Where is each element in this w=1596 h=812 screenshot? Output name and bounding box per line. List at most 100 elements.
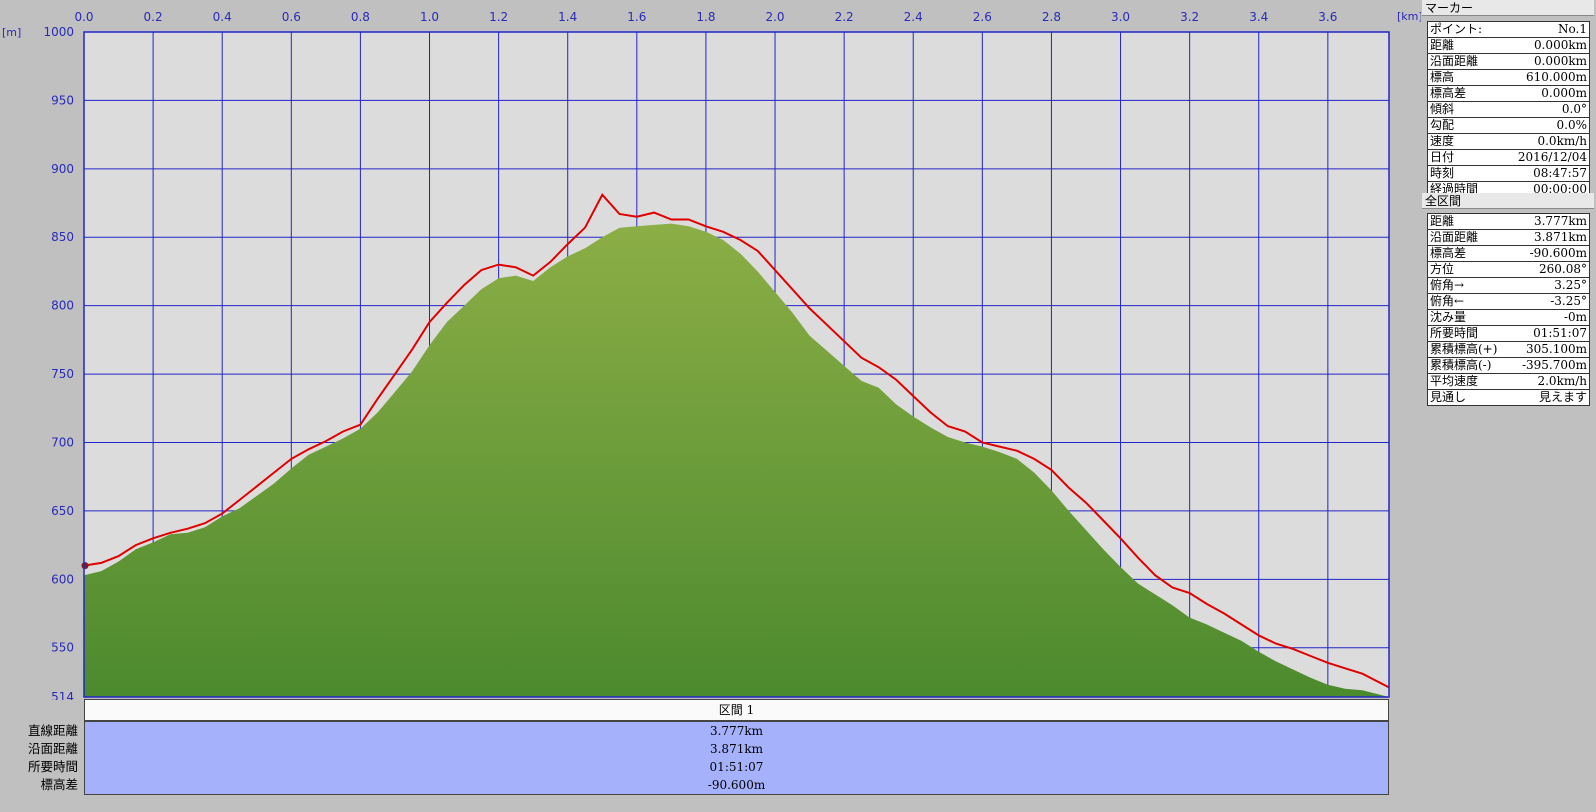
y-tick-label: 800 <box>51 299 74 313</box>
x-tick-label: 1.6 <box>627 10 646 24</box>
panel-key: 方位 <box>1430 262 1455 276</box>
start-marker[interactable] <box>81 562 89 570</box>
panel-value: 0.000m <box>1541 86 1587 100</box>
panel-row: 方位 260.08° <box>1428 262 1589 278</box>
panel-value: -0m <box>1563 310 1587 324</box>
panel-row: 速度 0.0km/h <box>1428 134 1589 150</box>
section-label: 直線距離 <box>27 723 78 738</box>
panel-key: 沿面距離 <box>1430 230 1479 244</box>
x-tick-label: 1.2 <box>489 10 508 24</box>
panel-key: 標高 <box>1430 70 1455 84</box>
x-tick-label: 0.8 <box>351 10 370 24</box>
x-tick-label: 0.6 <box>282 10 301 24</box>
marker-panel-title[interactable]: マーカー <box>1422 0 1594 16</box>
panel-value: 2.0km/h <box>1537 374 1587 388</box>
x-tick-label: 0.0 <box>74 10 93 24</box>
all-section-panel-title[interactable]: 全区間 <box>1422 193 1594 209</box>
panel-key: 時刻 <box>1430 166 1455 180</box>
panel-value: 260.08° <box>1539 262 1587 276</box>
profile-area: 0.0 0.2 0.4 0.6 0.8 1.0 1.2 1.4 1.6 1.8 2.0 2.2 2.4 2… <box>0 0 1421 795</box>
section-label: 沿面距離 <box>27 741 78 756</box>
x-tick-label: 1.4 <box>558 10 577 24</box>
panel-row: 見通し 見えます <box>1428 390 1589 405</box>
panel-key: 日付 <box>1430 150 1455 164</box>
x-tick-label: 2.4 <box>904 10 923 24</box>
panel-value: 3.25° <box>1554 278 1587 292</box>
panel-row: 標高差 0.000m <box>1428 86 1589 102</box>
info-panel: マーカー ポイント: No.1 距離 0.000km 沿面距離 0.000km 標高 610.… <box>1421 0 1596 812</box>
panel-value: 0.000km <box>1533 38 1587 52</box>
panel-key: 経過時間 <box>1430 182 1479 196</box>
panel-row: 距離 0.000km <box>1428 38 1589 54</box>
section-labels: 直線距離 沿面距離 所要時間 標高差 <box>0 722 78 794</box>
elevation-chart[interactable]: 0.0 0.2 0.4 0.6 0.8 1.0 1.2 1.4 1.6 1.8 2.0 2.2 2.4 2… <box>0 0 1421 700</box>
x-axis-ticks: 0.0 0.2 0.4 0.6 0.8 1.0 1.2 1.4 1.6 1.8 2.0 2.2 2.4 2… <box>74 10 1337 24</box>
section-value: 01:51:07 <box>709 760 764 774</box>
panel-row: 平均速度 2.0km/h <box>1428 374 1589 390</box>
x-tick-label: 2.2 <box>835 10 854 24</box>
panel-value: 0.0km/h <box>1537 134 1587 148</box>
plot-border <box>83 31 1390 698</box>
panel-key: 速度 <box>1430 134 1455 148</box>
section-values: 3.777km 3.871km 01:51:07 -90.600m <box>84 721 1389 795</box>
panel-row: 標高差 -90.600m <box>1428 246 1589 262</box>
x-tick-label: 3.4 <box>1249 10 1268 24</box>
section-value: 3.777km <box>709 724 763 738</box>
x-tick-label: 1.0 <box>420 10 439 24</box>
section-header[interactable]: 区間 1 <box>84 699 1389 721</box>
y-tick-label: 750 <box>51 367 74 381</box>
panel-key: 見通し <box>1430 390 1467 404</box>
y-tick-label: 850 <box>51 230 74 244</box>
x-tick-label: 2.6 <box>973 10 992 24</box>
panel-key: 俯角→ <box>1430 278 1465 292</box>
panel-value: 08:47:57 <box>1533 166 1587 180</box>
panel-value: No.1 <box>1558 22 1587 36</box>
y-tick-label: 950 <box>51 93 74 107</box>
panel-row: 所要時間 01:51:07 <box>1428 326 1589 342</box>
panel-value: 3.871km <box>1533 230 1587 244</box>
y-tick-label: 900 <box>51 162 74 176</box>
panel-value: 0.0% <box>1556 118 1588 132</box>
panel-row: 傾斜 0.0° <box>1428 102 1589 118</box>
panel-row: 累積標高(+) 305.100m <box>1428 342 1589 358</box>
panel-value: -395.700m <box>1521 358 1587 372</box>
panel-key: 累積標高(-) <box>1430 358 1492 372</box>
panel-value: 0.0° <box>1561 102 1587 116</box>
x-tick-label: 3.6 <box>1318 10 1337 24</box>
panel-row: ポイント: No.1 <box>1428 22 1589 38</box>
panel-key: 標高差 <box>1430 246 1467 260</box>
y-tick-label: 700 <box>51 435 74 449</box>
panel-key: 勾配 <box>1430 118 1455 132</box>
panel-row: 俯角→ 3.25° <box>1428 278 1589 294</box>
track-line <box>83 193 1390 689</box>
y-tick-label: 550 <box>51 641 74 655</box>
panel-value: 610.000m <box>1525 70 1587 84</box>
panel-row: 時刻 08:47:57 <box>1428 166 1589 182</box>
panel-value: -3.25° <box>1550 294 1587 308</box>
x-tick-label: 0.4 <box>213 10 232 24</box>
panel-key: 平均速度 <box>1430 374 1479 388</box>
y-tick-label: 1000 <box>43 25 74 39</box>
section-value: -90.600m <box>707 778 766 792</box>
y-axis-ticks: 1000 950 900 850 800 750 700 650 600 550 514 <box>43 25 74 700</box>
panel-row: 日付 2016/12/04 <box>1428 150 1589 166</box>
section-label: 所要時間 <box>27 759 78 774</box>
panel-row: 標高 610.000m <box>1428 70 1589 86</box>
x-tick-label: 2.0 <box>765 10 784 24</box>
panel-key: 沿面距離 <box>1430 54 1479 68</box>
y-tick-label: 514 <box>51 690 74 700</box>
terrain-area <box>84 223 1389 697</box>
panel-key: 俯角← <box>1430 294 1465 308</box>
panel-row: 勾配 0.0% <box>1428 118 1589 134</box>
x-tick-label: 2.8 <box>1042 10 1061 24</box>
panel-key: 累積標高(+) <box>1430 342 1498 356</box>
panel-key: 距離 <box>1430 214 1455 228</box>
panel-value: -90.600m <box>1529 246 1587 260</box>
panel-key: 所要時間 <box>1430 326 1479 340</box>
x-tick-label: 0.2 <box>144 10 163 24</box>
panel-key: 傾斜 <box>1430 102 1455 116</box>
panel-value: 305.100m <box>1525 342 1587 356</box>
panel-value: 00:00:00 <box>1533 182 1587 196</box>
all-section-table: 距離 3.777km 沿面距離 3.871km 標高差 -90.600m 方位 260.08°… <box>1427 213 1590 406</box>
y-unit-label: [m] <box>2 26 21 39</box>
